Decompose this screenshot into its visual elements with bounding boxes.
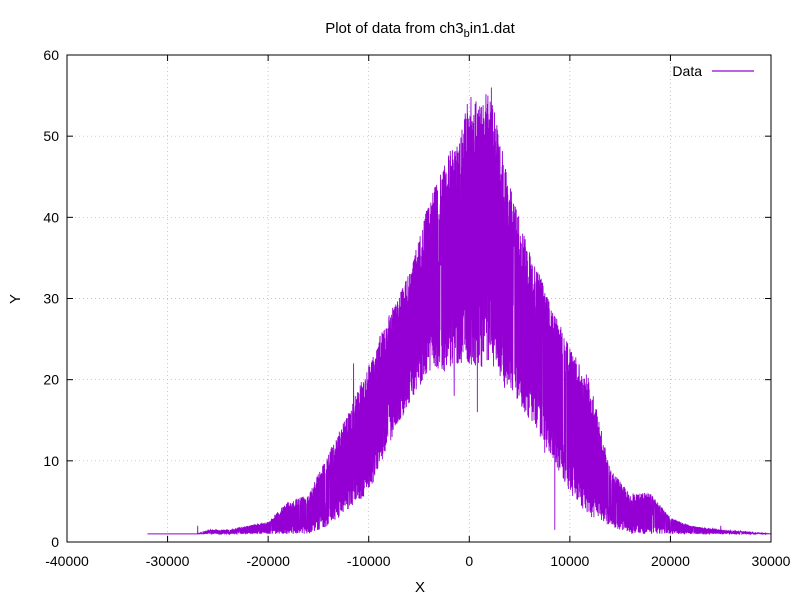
x-tick-label: -40000 <box>45 553 89 569</box>
x-tick-label: 0 <box>465 553 473 569</box>
legend-label: Data <box>672 63 702 79</box>
x-axis-label: X <box>415 579 425 596</box>
x-tick-label: 30000 <box>752 553 791 569</box>
y-tick-label: 10 <box>43 453 59 469</box>
y-tick-label: 30 <box>43 291 59 307</box>
x-tick-label: 20000 <box>651 553 690 569</box>
x-tick-label: 10000 <box>550 553 589 569</box>
ticks: -40000 -30000 -20000 -10000 0 10000 20000 30000… <box>43 47 790 569</box>
y-tick-label: 20 <box>43 372 59 388</box>
x-tick-label: -20000 <box>246 553 290 569</box>
legend: Data <box>672 63 754 79</box>
plot-area <box>147 87 771 536</box>
x-tick-label: -30000 <box>146 553 190 569</box>
y-tick-label: 40 <box>43 209 59 225</box>
y-tick-label: 50 <box>43 128 59 144</box>
x-tick-label: -10000 <box>347 553 391 569</box>
y-tick-label: 60 <box>43 47 59 63</box>
y-axis-label: Y <box>7 294 24 304</box>
y-tick-label: 0 <box>51 534 59 550</box>
chart-title: Plot of data from ch3bin1.dat <box>325 20 515 40</box>
series-data-line <box>147 87 771 536</box>
